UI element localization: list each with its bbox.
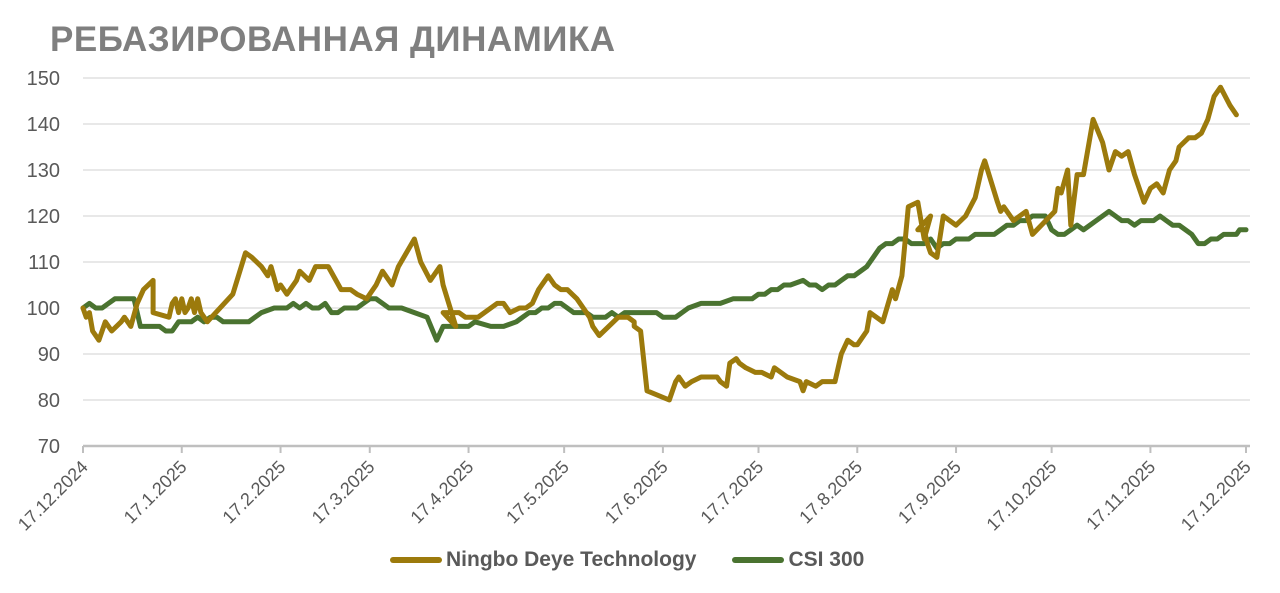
- legend-label-ningbo: Ningbo Deye Technology: [446, 548, 697, 571]
- x-tick-label: 17.2.2025: [219, 457, 290, 528]
- x-tick-label: 17.11.2025: [1082, 457, 1159, 534]
- y-tick-label: 120: [27, 206, 60, 228]
- y-tick-label: 100: [27, 298, 60, 320]
- x-axis: 17.12.2024 17.1.2025 17.2.2025 17.3.2025 17.…: [14, 444, 1255, 535]
- series-line-csi-300: [80, 208, 1249, 343]
- y-tick-label: 90: [38, 344, 60, 366]
- x-tick-label: 17.3.2025: [308, 457, 379, 528]
- x-tick-label: 17.5.2025: [502, 457, 573, 528]
- x-tick-label: 17.12.2025: [1177, 457, 1255, 535]
- legend-swatch-csi300: [732, 557, 785, 563]
- legend: Ningbo Deye Technology CSI 300: [390, 548, 864, 572]
- x-tick-label: 17.10.2025: [983, 457, 1061, 535]
- x-tick-label: 17.8.2025: [795, 457, 866, 528]
- chart-title: РЕБАЗИРОВАННАЯ ДИНАМИКА: [50, 20, 616, 59]
- x-tick-label: 17.6.2025: [601, 457, 672, 528]
- y-tick-label: 80: [38, 390, 60, 412]
- x-tick-label: 17.4.2025: [407, 457, 478, 528]
- series-lines: [80, 84, 1249, 403]
- y-tick-label: 140: [27, 114, 60, 136]
- legend-swatch-ningbo: [390, 557, 442, 563]
- y-tick-label: 130: [27, 160, 60, 182]
- x-tick-label: 17.12.2024: [14, 457, 92, 535]
- legend-item-csi300: CSI 300: [732, 548, 864, 572]
- legend-item-ningbo: Ningbo Deye Technology: [390, 548, 696, 572]
- y-tick-label: 150: [27, 68, 60, 90]
- series-line-ningbo-deye-technology: [80, 84, 1239, 403]
- x-tick-label: 17.7.2025: [697, 457, 768, 528]
- y-axis-ticks: 70 80 90 100 110 120 130 140 150: [27, 68, 60, 458]
- legend-label-csi300: CSI 300: [788, 548, 865, 571]
- y-tick-label: 70: [38, 436, 60, 458]
- y-tick-label: 110: [28, 252, 60, 274]
- gridlines: [83, 77, 1250, 401]
- x-tick-label: 17.1.2025: [120, 457, 191, 528]
- x-tick-label: 17.9.2025: [894, 457, 965, 528]
